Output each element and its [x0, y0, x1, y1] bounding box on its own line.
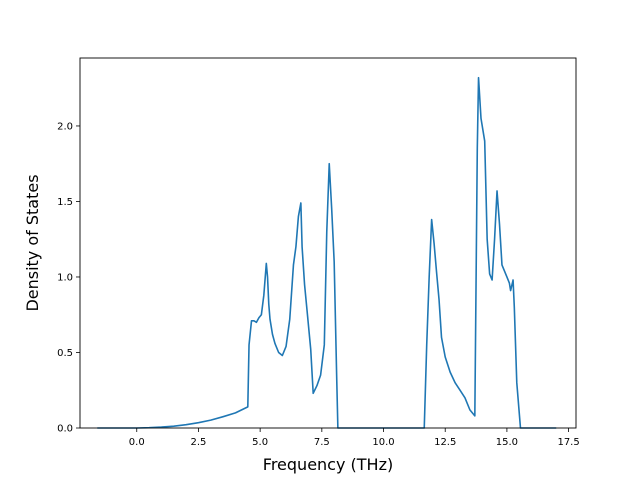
y-tick-label: 1.5	[57, 197, 73, 208]
y-axis-label: Density of States	[23, 174, 42, 311]
y-tick-label: 1.0	[57, 272, 73, 283]
plot-layer	[97, 76, 557, 429]
x-tick-label: 17.5	[557, 437, 579, 448]
axes-layer: 0.0 2.5 5.0 7.5 10.0 12.5 15.0 17.5 0.0 0.5 1.0 1.5…	[57, 57, 580, 448]
y-tick-label: 0.0	[57, 424, 73, 435]
x-tick-label: 5.0	[252, 437, 268, 448]
x-tick-label: 10.0	[372, 437, 394, 448]
x-tick-label: 0.0	[129, 437, 145, 448]
series-line-0	[97, 76, 557, 429]
x-tick-label: 7.5	[314, 437, 330, 448]
x-axis-label: Frequency (THz)	[263, 455, 393, 474]
y-tick-label: 2.0	[57, 121, 73, 132]
axes-frame	[79, 57, 577, 429]
x-tick-label: 2.5	[190, 437, 206, 448]
x-tick-label: 15.0	[496, 437, 518, 448]
y-tick-label: 0.5	[57, 348, 73, 359]
x-tick-label: 12.5	[434, 437, 456, 448]
